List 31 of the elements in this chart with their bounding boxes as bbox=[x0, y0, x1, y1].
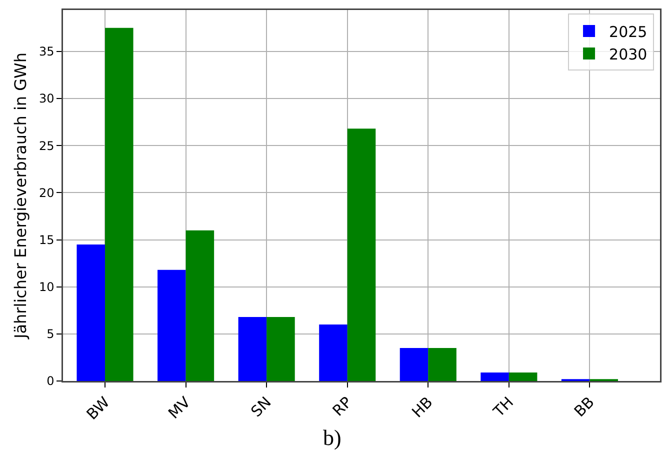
bar bbox=[158, 270, 186, 381]
y-tick-label: 5 bbox=[46, 327, 54, 342]
bar bbox=[508, 372, 538, 381]
y-tick-label: 30 bbox=[39, 92, 54, 106]
bar bbox=[76, 244, 106, 381]
x-tick-label: HB bbox=[408, 393, 436, 422]
bar bbox=[238, 316, 267, 381]
bar bbox=[347, 128, 376, 381]
y-tick-label: 15 bbox=[39, 232, 54, 247]
x-tick-label: MV bbox=[164, 392, 194, 422]
y-tick-label: 10 bbox=[39, 280, 54, 294]
bar bbox=[400, 348, 428, 381]
x-tick-label: BW bbox=[83, 393, 114, 424]
y-tick-label: 25 bbox=[39, 138, 54, 153]
bar bbox=[105, 28, 134, 381]
legend-label: 2030 bbox=[609, 45, 648, 64]
y-tick-label: 20 bbox=[39, 186, 54, 200]
y-axis-title: Jährlicher Energieverbrauch in GWh bbox=[11, 52, 30, 340]
x-tick-label: BB bbox=[570, 393, 598, 420]
bar bbox=[428, 348, 456, 381]
x-tick-label: RP bbox=[328, 393, 356, 420]
bar bbox=[319, 324, 348, 381]
bar bbox=[266, 316, 295, 381]
x-tick-label: TH bbox=[489, 393, 518, 422]
text: b) bbox=[323, 425, 342, 450]
legend-label: 2025 bbox=[609, 22, 648, 41]
x-tick-label: SN bbox=[247, 393, 275, 421]
y-tick-label: 35 bbox=[39, 44, 54, 59]
bar bbox=[186, 230, 214, 381]
y-tick-label: 0 bbox=[46, 374, 54, 388]
bar bbox=[480, 372, 509, 381]
